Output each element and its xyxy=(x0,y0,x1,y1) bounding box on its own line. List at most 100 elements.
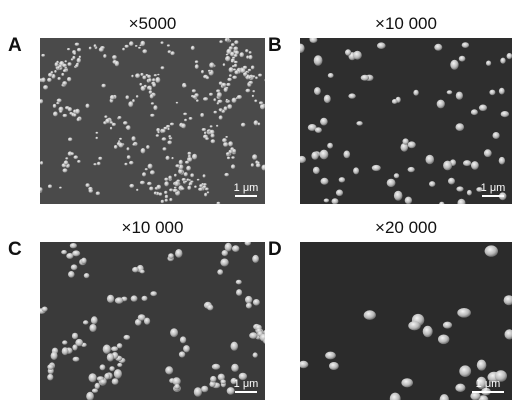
particle xyxy=(132,267,139,273)
particle xyxy=(62,347,69,355)
particle xyxy=(67,48,70,50)
particle xyxy=(170,328,178,337)
particle xyxy=(135,73,140,78)
particle xyxy=(210,125,213,127)
particle xyxy=(223,142,228,147)
particle xyxy=(176,102,179,104)
particle xyxy=(448,178,455,185)
particle xyxy=(63,168,68,172)
particle xyxy=(72,56,75,60)
particle xyxy=(42,307,48,312)
particle xyxy=(77,118,81,122)
particle xyxy=(140,181,145,185)
particle xyxy=(199,184,203,187)
particle xyxy=(231,364,239,372)
particle xyxy=(227,157,230,160)
particle xyxy=(171,157,173,159)
particle xyxy=(233,69,236,71)
particle xyxy=(161,66,165,69)
particle xyxy=(209,381,215,387)
particle xyxy=(81,258,87,264)
particle xyxy=(75,109,80,114)
particle xyxy=(73,113,76,117)
particle xyxy=(220,380,226,385)
particle xyxy=(62,81,67,85)
particle xyxy=(72,250,80,256)
particle xyxy=(225,38,228,42)
particle xyxy=(329,362,339,370)
particle xyxy=(447,90,453,94)
particle xyxy=(500,58,505,64)
particle xyxy=(203,174,206,177)
particle xyxy=(429,181,435,187)
particle xyxy=(169,198,172,201)
particle xyxy=(148,78,152,82)
particle xyxy=(501,111,509,117)
particle xyxy=(68,271,75,278)
particle xyxy=(504,295,514,305)
particle xyxy=(179,351,185,357)
particle xyxy=(127,147,130,150)
magnification: ×10 000 xyxy=(375,14,437,33)
particle xyxy=(463,160,471,166)
particle xyxy=(159,193,163,196)
particle xyxy=(200,113,204,117)
particle xyxy=(71,264,78,270)
particle xyxy=(47,78,52,82)
particle xyxy=(245,240,251,245)
particle xyxy=(459,56,466,62)
particle xyxy=(471,161,479,170)
particle xyxy=(234,61,238,64)
particle xyxy=(189,117,193,120)
particle xyxy=(392,99,398,104)
particle xyxy=(140,270,145,274)
particle xyxy=(205,137,209,140)
particle xyxy=(59,65,62,68)
particle xyxy=(183,345,190,352)
particle xyxy=(219,40,223,43)
panel: 1 μm ×20 000 D xyxy=(268,218,514,402)
particle xyxy=(201,386,208,393)
particle xyxy=(189,184,191,186)
particle xyxy=(255,77,258,80)
particle xyxy=(91,316,98,324)
particle xyxy=(225,56,230,62)
scale-bar-label: 1 μm xyxy=(476,378,501,390)
particle xyxy=(115,61,120,67)
particle xyxy=(94,44,97,47)
particle xyxy=(59,110,62,113)
particle xyxy=(165,199,168,202)
particle xyxy=(248,76,251,79)
particle xyxy=(75,43,80,46)
particle xyxy=(139,83,142,86)
particle xyxy=(213,98,216,101)
particle xyxy=(207,130,210,133)
particle xyxy=(127,155,131,159)
particle xyxy=(192,89,196,92)
particle xyxy=(408,321,420,330)
particle xyxy=(484,149,492,157)
particle xyxy=(126,95,130,99)
particle xyxy=(152,78,155,81)
particle xyxy=(194,387,202,396)
magnification: ×20 000 xyxy=(375,218,437,237)
particle xyxy=(236,280,242,285)
particle xyxy=(505,329,514,339)
particle xyxy=(58,77,61,80)
particle xyxy=(96,132,99,134)
particle xyxy=(132,136,136,141)
particle xyxy=(209,93,213,96)
particle xyxy=(387,179,396,187)
particle xyxy=(149,88,152,91)
particle xyxy=(214,111,218,114)
particle xyxy=(345,49,351,55)
particle xyxy=(150,94,154,99)
particle xyxy=(195,64,199,69)
particle xyxy=(245,296,252,304)
particle xyxy=(232,245,239,252)
panel-label: D xyxy=(268,239,282,260)
particle xyxy=(41,78,45,83)
particle xyxy=(145,168,148,170)
particle xyxy=(104,115,107,118)
particle xyxy=(313,167,320,174)
